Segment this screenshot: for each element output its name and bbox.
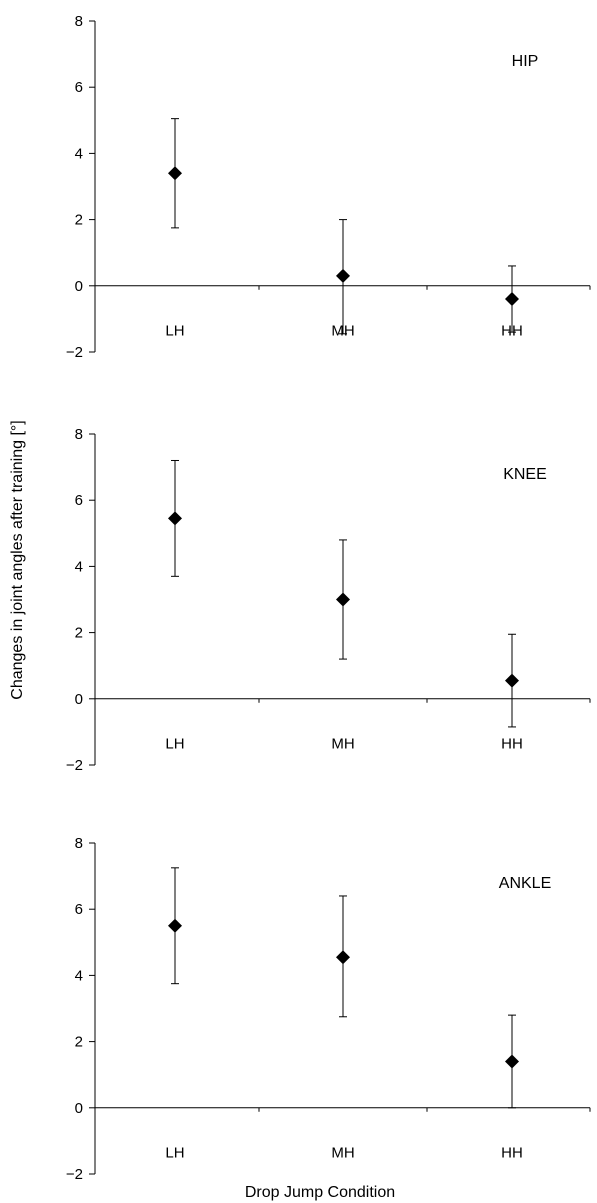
- y-tick-label: 0: [75, 1100, 83, 1117]
- x-tick-label: LH: [165, 1144, 184, 1161]
- y-tick-label: 4: [75, 558, 83, 575]
- y-tick-label: 8: [75, 13, 83, 30]
- y-tick-label: 8: [75, 835, 83, 852]
- y-tick-label: 4: [75, 145, 83, 162]
- y-tick-label: 8: [75, 426, 83, 443]
- figure-y-label: Changes in joint angles after training […: [9, 420, 26, 699]
- x-tick-label: MH: [331, 735, 354, 752]
- data-point: [168, 511, 182, 526]
- x-tick-label: LH: [165, 322, 184, 339]
- y-tick-label: 0: [75, 691, 83, 708]
- x-tick-label: MH: [331, 1144, 354, 1161]
- y-tick-label: 6: [75, 79, 83, 96]
- data-point: [505, 673, 519, 688]
- x-tick-label: LH: [165, 735, 184, 752]
- y-tick-label: −2: [66, 344, 83, 361]
- y-tick-label: 4: [75, 967, 83, 984]
- data-point: [168, 918, 182, 933]
- y-tick-label: 2: [75, 1034, 83, 1051]
- y-tick-label: −2: [66, 1166, 83, 1183]
- data-point: [168, 166, 182, 181]
- y-tick-label: 6: [75, 901, 83, 918]
- y-tick-label: 6: [75, 492, 83, 509]
- chart-panel-knee: −2 0 2 4 6 8 LH MH HH KNEE: [66, 426, 591, 774]
- panel-title: HIP: [512, 53, 539, 70]
- y-tick-label: 2: [75, 212, 83, 229]
- y-tick-label: 0: [75, 278, 83, 295]
- panel-title: KNEE: [503, 466, 547, 483]
- x-tick-label: HH: [501, 1144, 523, 1161]
- data-point: [505, 292, 519, 307]
- y-tick-label: −2: [66, 757, 83, 774]
- x-tick-label: HH: [501, 735, 523, 752]
- data-point: [505, 1054, 519, 1069]
- data-point: [336, 592, 350, 607]
- chart-panel-ankle: −2 0 2 4 6 8 LH MH HH ANKLE: [66, 835, 591, 1183]
- panel-title: ANKLE: [499, 875, 551, 892]
- y-tick-label: 2: [75, 625, 83, 642]
- figure-x-label: Drop Jump Condition: [245, 1184, 395, 1201]
- data-point: [336, 268, 350, 283]
- data-point: [336, 950, 350, 965]
